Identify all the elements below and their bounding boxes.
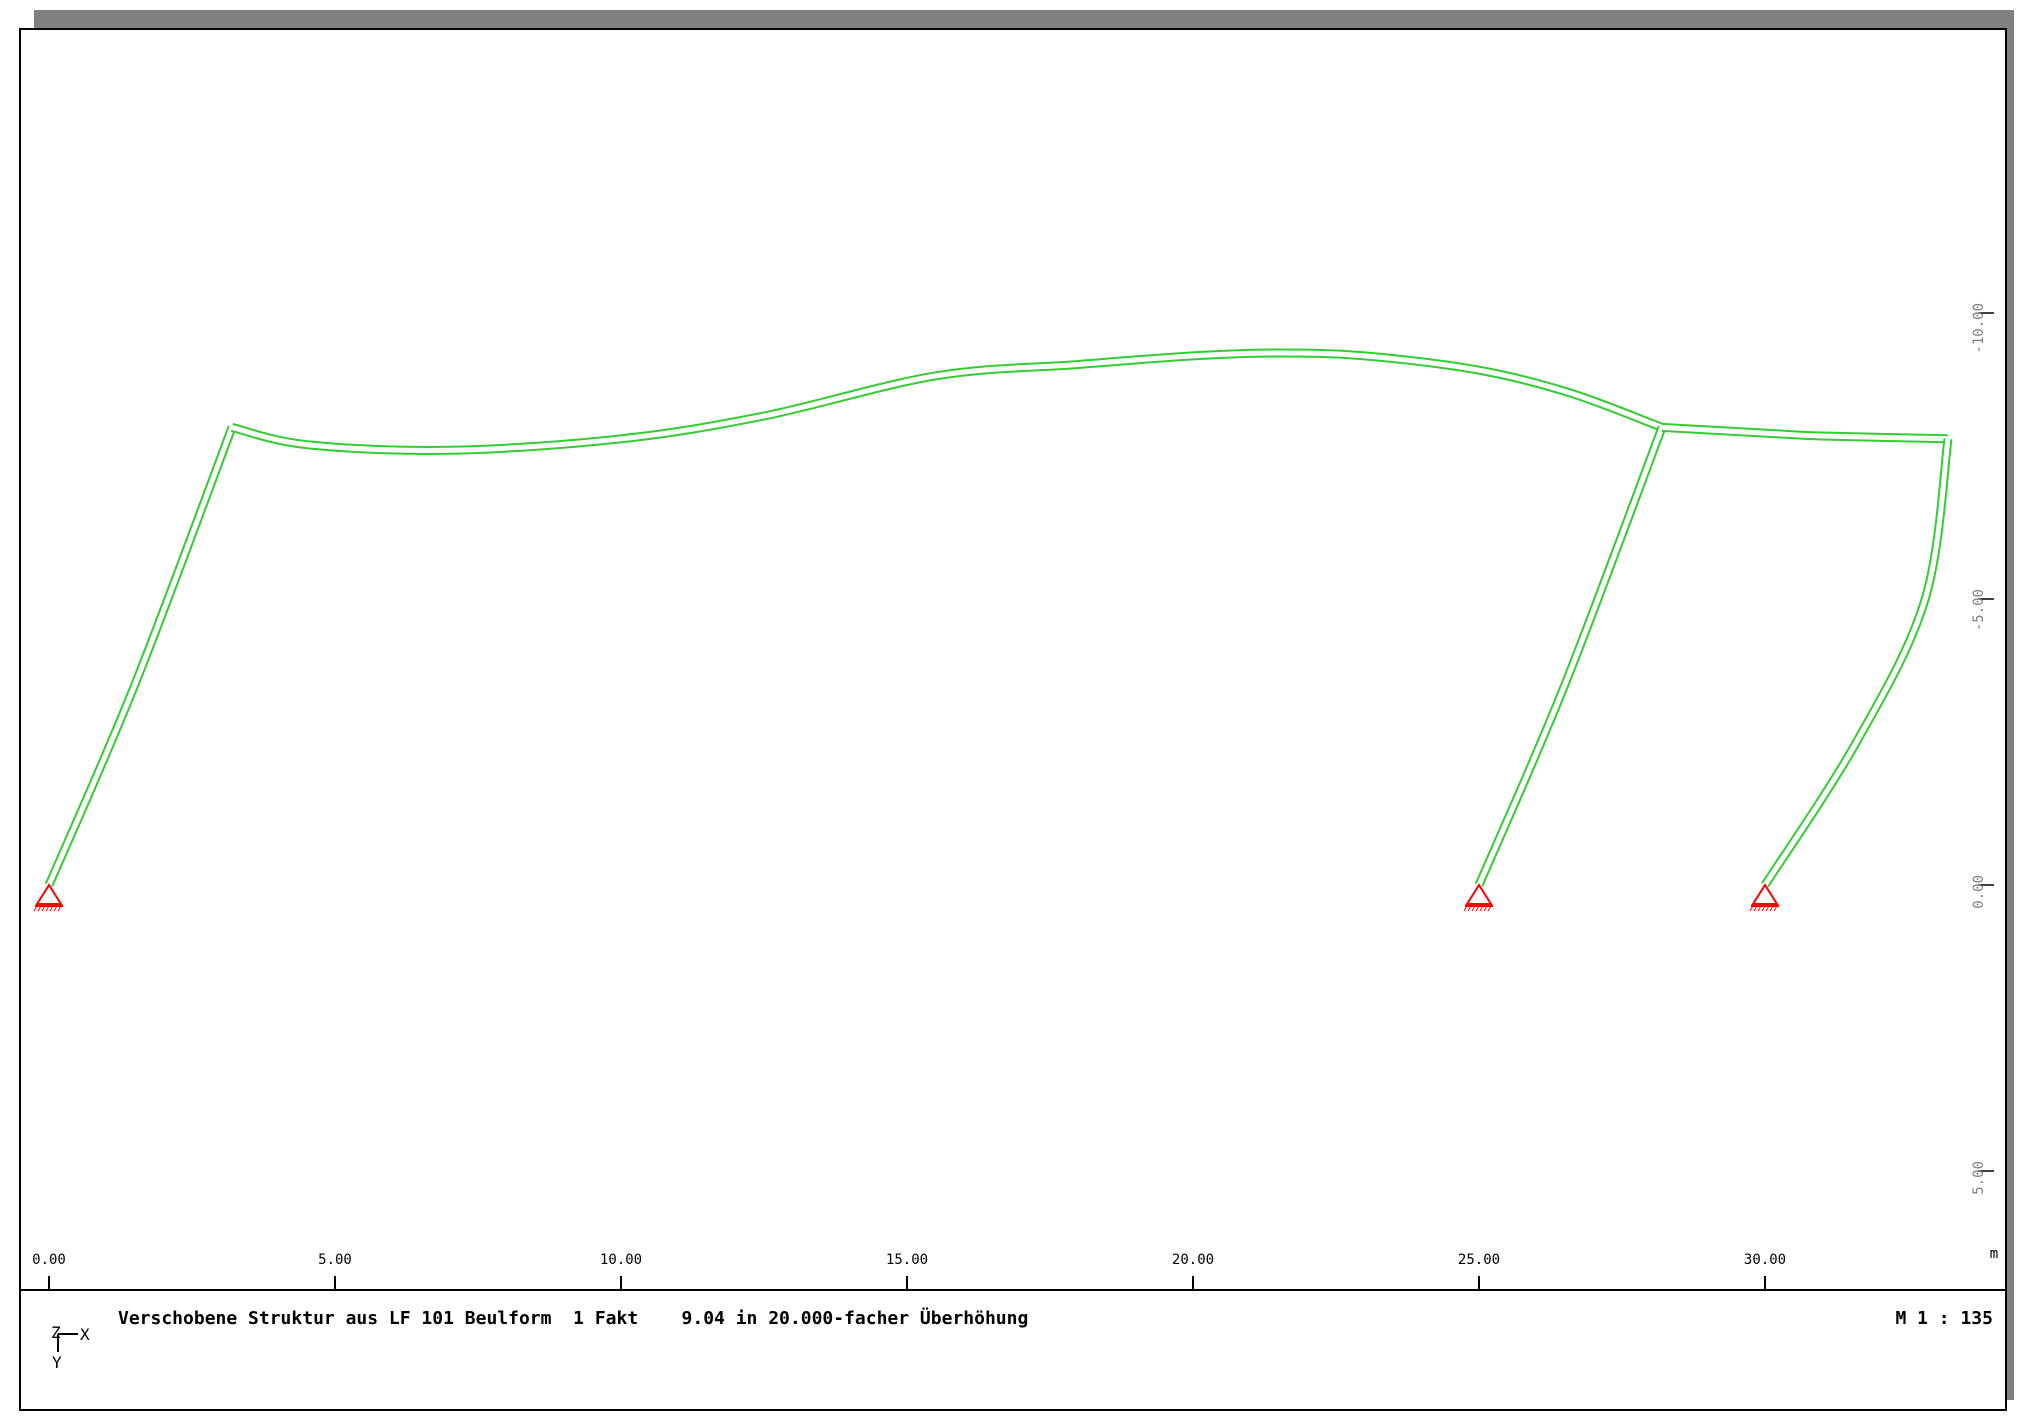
y-tick-label: 5.00 <box>1971 1161 1987 1195</box>
left-rafter-member <box>230 348 1664 455</box>
x-tick-label: 20.00 <box>1172 1252 1214 1268</box>
x-tick-label: 5.00 <box>318 1252 352 1268</box>
axis-y-label: Y <box>52 1353 62 1372</box>
support-triangle <box>1749 883 1779 912</box>
y-tick-label: 0.00 <box>1971 875 1987 909</box>
y-axis: -10.00 -5.00 0.00 5.00 <box>1971 303 1994 1195</box>
supports <box>33 883 1779 912</box>
x-tick-label: 15.00 <box>886 1252 928 1268</box>
footer-caption: Verschobene Struktur aus LF 101 Beulform… <box>118 1307 1028 1329</box>
middle-column-member <box>1474 425 1667 887</box>
axis-x-label: X <box>80 1325 90 1344</box>
x-tick-label: 30.00 <box>1744 1252 1786 1268</box>
x-axis-unit: m <box>1990 1246 1998 1262</box>
x-tick-label: 10.00 <box>600 1252 642 1268</box>
support-triangle <box>33 883 63 912</box>
support-triangle <box>1463 883 1493 912</box>
x-tick-label: 25.00 <box>1458 1252 1500 1268</box>
x-axis: 0.00 5.00 10.00 15.00 20.00 25.00 30.00 <box>32 1252 1786 1290</box>
structure-members <box>44 348 1953 888</box>
coordinate-axes-icon: Z X Y <box>51 1323 90 1372</box>
right-rafter-member <box>1661 422 1949 444</box>
y-tick-label: -5.00 <box>1971 589 1987 631</box>
right-column-member <box>1761 438 1953 888</box>
axis-z-label: Z <box>51 1323 61 1342</box>
y-tick-label: -10.00 <box>1971 303 1987 354</box>
scale-label: M 1 : 135 <box>1895 1308 1993 1329</box>
drawing-sheet <box>19 28 2007 1411</box>
left-column-member <box>44 425 237 887</box>
x-tick-label: 0.00 <box>32 1252 66 1268</box>
